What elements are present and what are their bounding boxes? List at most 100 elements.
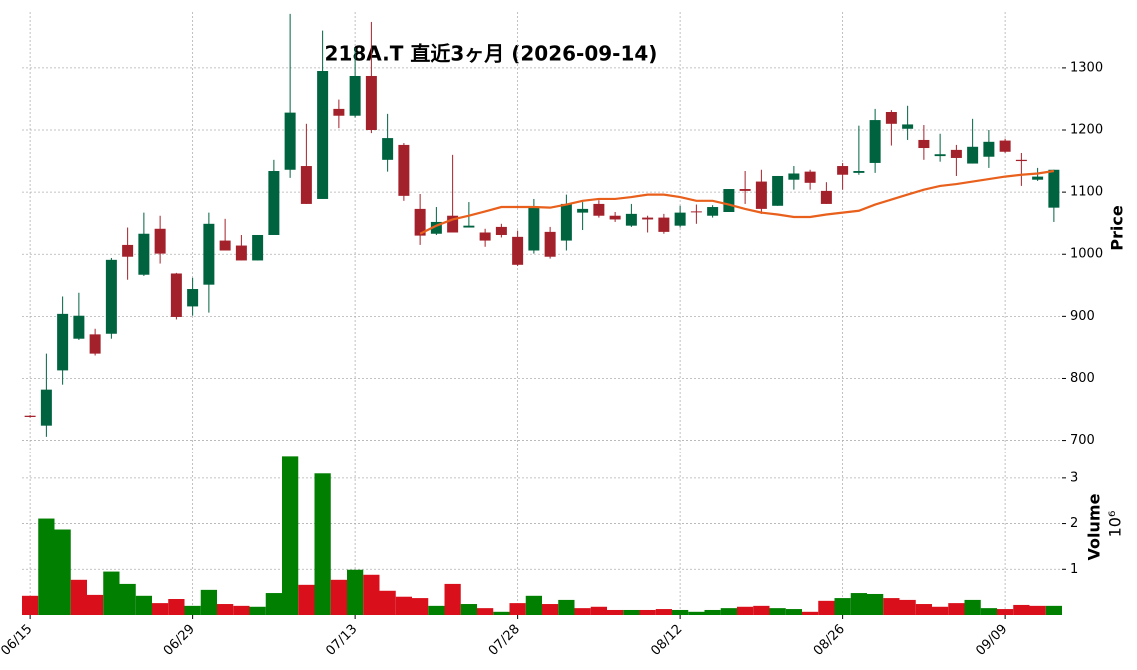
volume-bar bbox=[217, 604, 234, 615]
volume-bar bbox=[899, 599, 916, 615]
volume-bar bbox=[249, 606, 266, 615]
volume-bar bbox=[298, 584, 315, 615]
x-tick-label: 07/13 bbox=[323, 622, 360, 659]
volume-bar bbox=[428, 605, 445, 615]
y-tick-label: 900 bbox=[1070, 309, 1095, 324]
candle-body bbox=[934, 154, 946, 157]
x-tick-label: 07/28 bbox=[486, 622, 523, 659]
candle-body bbox=[1015, 159, 1027, 162]
volume-tick-label: 3 bbox=[1070, 470, 1078, 485]
volume-bar bbox=[477, 608, 494, 615]
volume-bar bbox=[493, 611, 510, 615]
volume-bar bbox=[704, 609, 721, 615]
candle-body bbox=[902, 124, 914, 129]
candle-body bbox=[885, 112, 897, 124]
volume-bar bbox=[590, 606, 607, 615]
candle-body bbox=[658, 217, 670, 232]
candle-body bbox=[755, 181, 767, 209]
candle-body bbox=[170, 273, 182, 317]
candle-body bbox=[512, 236, 524, 265]
candle-body bbox=[414, 208, 426, 236]
volume-bar bbox=[997, 609, 1014, 615]
volume-bar bbox=[639, 609, 656, 615]
candle-body bbox=[447, 215, 459, 233]
candle-body bbox=[122, 244, 134, 257]
volume-bar bbox=[1045, 605, 1062, 615]
candle-body bbox=[528, 207, 540, 251]
candle-body bbox=[723, 189, 735, 213]
volume-bar bbox=[152, 603, 169, 615]
volume-bar bbox=[70, 579, 87, 615]
volume-bar bbox=[850, 593, 867, 615]
volume-bar bbox=[184, 605, 201, 615]
volume-bar bbox=[720, 608, 737, 615]
candle-body bbox=[284, 112, 296, 170]
volume-tick-label: 1 bbox=[1070, 562, 1078, 577]
volume-bar bbox=[119, 583, 136, 615]
volume-bar bbox=[623, 609, 640, 615]
candle-body bbox=[690, 211, 702, 213]
candle-body bbox=[918, 139, 930, 149]
volume-bar bbox=[265, 593, 282, 615]
volume-bar bbox=[834, 598, 851, 615]
volume-bar bbox=[558, 599, 575, 615]
candle-body bbox=[495, 226, 507, 235]
volume-bar bbox=[672, 609, 689, 615]
volume-bar bbox=[103, 571, 120, 615]
candle-body bbox=[73, 315, 85, 339]
candle-body bbox=[479, 232, 491, 241]
candle-body bbox=[983, 141, 995, 157]
volume-bar bbox=[932, 606, 949, 615]
candle-body bbox=[365, 75, 377, 131]
y-tick-label: 1100 bbox=[1070, 185, 1103, 200]
candle-body bbox=[105, 259, 117, 334]
candle-body bbox=[252, 234, 264, 261]
candle-body bbox=[577, 208, 589, 213]
candle-body bbox=[349, 75, 361, 116]
candle-body bbox=[382, 138, 394, 160]
candle-body bbox=[430, 221, 442, 234]
candle-body bbox=[739, 189, 751, 191]
volume-bar bbox=[753, 605, 770, 615]
volume-bar bbox=[444, 583, 461, 615]
candle-body bbox=[89, 334, 101, 354]
x-tick-label: 08/12 bbox=[648, 622, 685, 659]
volume-bar bbox=[1013, 604, 1030, 615]
candle-body bbox=[235, 245, 247, 261]
volume-bar bbox=[769, 608, 786, 615]
candle-body bbox=[219, 240, 231, 251]
candle-body bbox=[642, 217, 654, 220]
y-tick-label: 1200 bbox=[1070, 123, 1103, 138]
volume-bar bbox=[379, 590, 396, 615]
y-tick-label: 800 bbox=[1070, 371, 1095, 386]
candle-body bbox=[300, 166, 312, 204]
candle-body bbox=[544, 231, 556, 257]
volume-bar bbox=[655, 609, 672, 615]
candle-body bbox=[625, 213, 637, 226]
volume-axis-label: Volume bbox=[1085, 493, 1104, 560]
volume-bar bbox=[688, 611, 705, 615]
volume-bar bbox=[542, 604, 559, 615]
volume-bar bbox=[363, 574, 380, 615]
volume-bar bbox=[135, 595, 152, 615]
volume-bar bbox=[607, 609, 624, 615]
volume-tick-label: 2 bbox=[1070, 516, 1078, 531]
y-axis-label: Price bbox=[1108, 205, 1127, 251]
volume-bar bbox=[509, 603, 526, 615]
candle-body bbox=[24, 415, 36, 417]
y-tick-label: 1000 bbox=[1070, 247, 1103, 262]
volume-scale-label: 10⁶ bbox=[1106, 511, 1125, 538]
volume-bar bbox=[200, 589, 217, 615]
candle-body bbox=[398, 144, 410, 196]
candle-body bbox=[950, 149, 962, 158]
volume-bar bbox=[412, 598, 429, 615]
candle-body bbox=[203, 223, 215, 285]
volume-bar bbox=[867, 593, 884, 615]
candle-body bbox=[820, 190, 832, 204]
candle-body bbox=[1048, 169, 1060, 208]
candle-body bbox=[40, 389, 52, 426]
volume-bar bbox=[87, 594, 104, 615]
candle-body bbox=[837, 166, 849, 175]
volume-bar bbox=[980, 608, 997, 615]
